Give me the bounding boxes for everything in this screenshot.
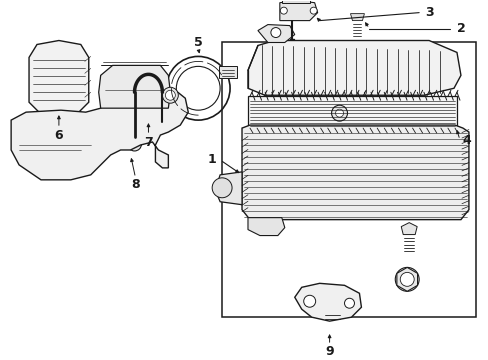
Text: 8: 8 — [131, 178, 140, 191]
Text: 4: 4 — [462, 134, 470, 147]
Text: 3: 3 — [424, 6, 432, 19]
Bar — [219, 66, 237, 78]
Polygon shape — [247, 41, 460, 95]
Circle shape — [331, 105, 347, 121]
Bar — [247, 96, 456, 128]
Polygon shape — [294, 283, 361, 321]
Text: 7: 7 — [144, 135, 153, 149]
Circle shape — [303, 295, 315, 307]
Circle shape — [280, 7, 287, 14]
Circle shape — [162, 87, 178, 103]
Circle shape — [335, 109, 343, 117]
Polygon shape — [257, 24, 294, 42]
Polygon shape — [350, 14, 364, 21]
Text: 9: 9 — [325, 345, 333, 357]
Circle shape — [165, 90, 175, 100]
Polygon shape — [99, 66, 170, 108]
Circle shape — [55, 116, 63, 124]
Bar — [51, 112, 67, 126]
Circle shape — [127, 137, 141, 151]
Polygon shape — [29, 41, 88, 112]
Text: 5: 5 — [193, 36, 202, 49]
Polygon shape — [396, 267, 417, 291]
Polygon shape — [279, 1, 317, 21]
Polygon shape — [401, 222, 416, 235]
Text: 2: 2 — [456, 22, 465, 35]
Bar — [281, 0, 309, 3]
Text: 1: 1 — [207, 153, 216, 166]
Bar — [222, 42, 475, 317]
Polygon shape — [11, 90, 188, 180]
Polygon shape — [242, 125, 468, 220]
Circle shape — [309, 7, 317, 14]
Circle shape — [344, 298, 354, 308]
Circle shape — [394, 267, 418, 291]
Circle shape — [212, 178, 232, 198]
Circle shape — [400, 273, 413, 286]
Polygon shape — [215, 172, 242, 205]
Circle shape — [270, 28, 280, 37]
Polygon shape — [247, 218, 284, 235]
Text: 6: 6 — [55, 129, 63, 141]
